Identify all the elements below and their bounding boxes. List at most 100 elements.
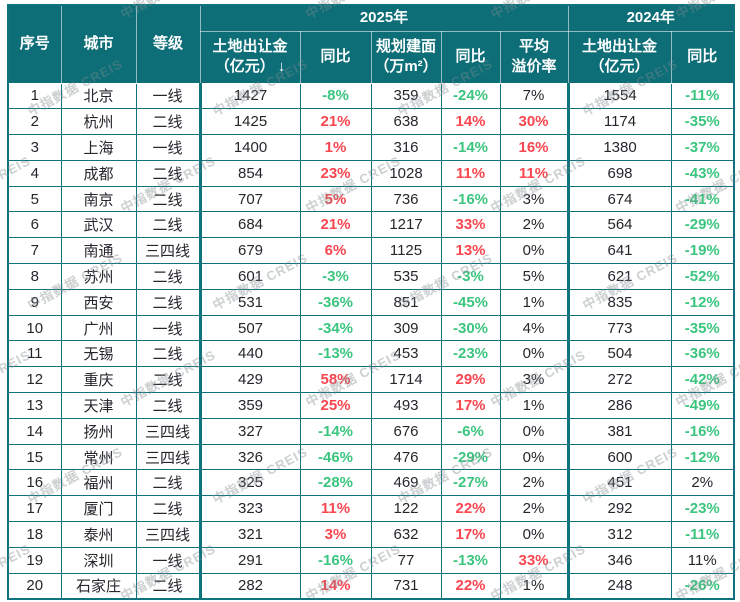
sort-descending-icon: ↓ xyxy=(277,58,286,75)
col-header-city: 城市 xyxy=(60,4,137,84)
cell-area-2025-yoy: -23% xyxy=(440,340,501,368)
cell-tier: 一线 xyxy=(135,546,201,574)
cell-no: 2 xyxy=(7,108,62,136)
cell-no: 16 xyxy=(7,469,62,497)
col-header-fee-2024: 土地出让金 （亿元） xyxy=(567,30,672,84)
cell-tier: 二线 xyxy=(135,495,201,523)
cell-fee-2024-yoy: -11% xyxy=(670,521,735,548)
cell-fee-2025-yoy: 6% xyxy=(299,237,372,265)
cell-city: 石家庄 xyxy=(60,572,137,600)
cell-city: 西安 xyxy=(60,288,137,316)
cell-no: 10 xyxy=(7,314,62,342)
cell-city: 南通 xyxy=(60,237,137,265)
cell-fee-2024-yoy: -35% xyxy=(670,314,735,342)
cell-fee-2025: 1427 xyxy=(198,82,301,110)
table-row: 7 南通 三四线 679 6% 1125 13% 0% 641 -19% xyxy=(7,237,735,265)
cell-fee-2025: 327 xyxy=(198,417,301,445)
cell-fee-2024-yoy: -52% xyxy=(670,263,735,290)
group-header-2025: 2025年 xyxy=(199,4,569,32)
cell-fee-2024-yoy: -16% xyxy=(670,417,735,445)
cell-no: 6 xyxy=(7,211,62,239)
cell-premium-rate: 11% xyxy=(499,159,569,187)
table-row: 2 杭州 二线 1425 21% 638 14% 30% 1174 -35% xyxy=(7,108,735,136)
cell-fee-2024: 641 xyxy=(566,237,672,265)
cell-city: 上海 xyxy=(60,134,137,161)
cell-fee-2024-yoy: -36% xyxy=(670,340,735,368)
cell-no: 11 xyxy=(7,340,62,368)
cell-fee-2024: 272 xyxy=(566,366,672,394)
table-row: 10 广州 一线 507 -34% 309 -30% 4% 773 -35% xyxy=(7,314,735,342)
cell-area-2025: 731 xyxy=(370,572,442,600)
cell-fee-2025: 1400 xyxy=(198,134,301,161)
cell-fee-2025-yoy: -34% xyxy=(299,314,372,342)
table-header: 序号 城市 等级 2025年 2024年 土地出让金 （亿元） ↓ 同比 规划建面… xyxy=(7,4,735,84)
cell-fee-2025: 291 xyxy=(198,546,301,574)
cell-fee-2024: 1380 xyxy=(566,134,672,161)
table-row: 13 天津 二线 359 25% 493 17% 1% 286 -49% xyxy=(7,392,735,419)
cell-fee-2025-yoy: 3% xyxy=(299,521,372,548)
cell-tier: 二线 xyxy=(135,263,201,290)
cell-area-2025-yoy: 11% xyxy=(440,159,501,187)
cell-no: 14 xyxy=(7,417,62,445)
cell-area-2025-yoy: 29% xyxy=(440,366,501,394)
cell-area-2025: 1217 xyxy=(370,211,442,239)
cell-fee-2024: 312 xyxy=(566,521,672,548)
cell-tier: 二线 xyxy=(135,211,201,239)
cell-fee-2025: 325 xyxy=(198,469,301,497)
cell-no: 12 xyxy=(7,366,62,394)
cell-no: 4 xyxy=(7,159,62,187)
cell-premium-rate: 0% xyxy=(499,443,569,471)
cell-fee-2025: 1425 xyxy=(198,108,301,136)
cell-no: 20 xyxy=(7,572,62,600)
cell-premium-rate: 3% xyxy=(499,366,569,394)
cell-fee-2024-yoy: -11% xyxy=(670,82,735,110)
cell-fee-2025-yoy: -13% xyxy=(299,340,372,368)
col-header-tier: 等级 xyxy=(135,4,201,84)
cell-area-2025: 1028 xyxy=(370,159,442,187)
cell-tier: 三四线 xyxy=(135,237,201,265)
table-row: 17 厦门 二线 323 11% 122 22% 2% 292 -23% xyxy=(7,495,735,523)
cell-premium-rate: 30% xyxy=(499,108,569,136)
cell-tier: 二线 xyxy=(135,469,201,497)
cell-fee-2024-yoy: -12% xyxy=(670,443,735,471)
cell-fee-2024-yoy: -19% xyxy=(670,237,735,265)
table-row: 20 石家庄 二线 282 14% 731 22% 1% 248 -26% xyxy=(7,572,735,600)
cell-tier: 三四线 xyxy=(135,417,201,445)
cell-fee-2024-yoy: -49% xyxy=(670,392,735,419)
cell-area-2025-yoy: 13% xyxy=(440,237,501,265)
cell-premium-rate: 2% xyxy=(499,495,569,523)
cell-fee-2025: 507 xyxy=(198,314,301,342)
cell-fee-2025-yoy: -16% xyxy=(299,546,372,574)
cell-area-2025-yoy: 33% xyxy=(440,211,501,239)
cell-city: 武汉 xyxy=(60,211,137,239)
cell-premium-rate: 0% xyxy=(499,237,569,265)
cell-area-2025: 122 xyxy=(370,495,442,523)
cell-fee-2025: 429 xyxy=(198,366,301,394)
cell-premium-rate: 0% xyxy=(499,521,569,548)
cell-area-2025-yoy: -29% xyxy=(440,443,501,471)
cell-fee-2025-yoy: 11% xyxy=(299,495,372,523)
table-row: 8 苏州 二线 601 -3% 535 -3% 5% 621 -52% xyxy=(7,263,735,290)
cell-fee-2025: 684 xyxy=(198,211,301,239)
cell-city: 苏州 xyxy=(60,263,137,290)
cell-fee-2025-yoy: -28% xyxy=(299,469,372,497)
cell-fee-2024-yoy: -41% xyxy=(670,185,735,213)
cell-premium-rate: 2% xyxy=(499,469,569,497)
cell-tier: 二线 xyxy=(135,288,201,316)
cell-no: 5 xyxy=(7,185,62,213)
cell-area-2025-yoy: -6% xyxy=(440,417,501,445)
cell-premium-rate: 1% xyxy=(499,392,569,419)
cell-area-2025: 1714 xyxy=(370,366,442,394)
cell-area-2025: 359 xyxy=(370,82,442,110)
cell-area-2025-yoy: 17% xyxy=(440,521,501,548)
cell-area-2025-yoy: -16% xyxy=(440,185,501,213)
cell-no: 18 xyxy=(7,521,62,548)
cell-fee-2024: 621 xyxy=(566,263,672,290)
cell-fee-2025-yoy: 25% xyxy=(299,392,372,419)
cell-area-2025: 453 xyxy=(370,340,442,368)
cell-fee-2024-yoy: -29% xyxy=(670,211,735,239)
cell-fee-2024-yoy: 11% xyxy=(670,546,735,574)
cell-city: 深圳 xyxy=(60,546,137,574)
cell-premium-rate: 5% xyxy=(499,263,569,290)
col-header-area-2025-yoy: 同比 xyxy=(440,30,501,84)
